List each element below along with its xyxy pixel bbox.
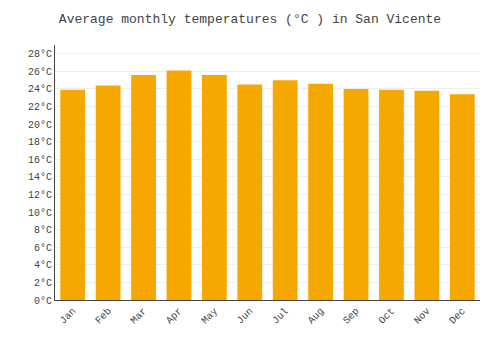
svg-text:2°C: 2°C	[34, 278, 52, 289]
svg-text:6°C: 6°C	[34, 243, 52, 254]
svg-text:24°C: 24°C	[28, 84, 52, 95]
svg-text:Average monthly temperatures (: Average monthly temperatures (°C ) in Sa…	[59, 12, 441, 27]
svg-text:18°C: 18°C	[28, 137, 52, 148]
svg-text:Feb: Feb	[93, 306, 114, 327]
svg-text:8°C: 8°C	[34, 225, 52, 236]
svg-text:Apr: Apr	[164, 306, 185, 327]
svg-text:Oct: Oct	[377, 306, 398, 327]
svg-text:12°C: 12°C	[28, 190, 52, 201]
svg-text:14°C: 14°C	[28, 172, 52, 183]
svg-text:28°C: 28°C	[28, 49, 52, 60]
svg-text:0°C: 0°C	[34, 296, 52, 307]
svg-text:22°C: 22°C	[28, 102, 52, 113]
svg-text:Nov: Nov	[412, 306, 433, 327]
svg-text:May: May	[200, 306, 221, 327]
svg-text:Dec: Dec	[447, 306, 468, 327]
svg-text:16°C: 16°C	[28, 155, 52, 166]
svg-text:26°C: 26°C	[28, 67, 52, 78]
svg-text:Mar: Mar	[129, 306, 150, 327]
svg-text:20°C: 20°C	[28, 120, 52, 131]
svg-text:10°C: 10°C	[28, 208, 52, 219]
svg-text:Jan: Jan	[58, 306, 79, 327]
svg-text:Sep: Sep	[341, 306, 362, 327]
svg-text:Jul: Jul	[270, 306, 291, 327]
svg-text:Jun: Jun	[235, 306, 256, 327]
svg-text:Aug: Aug	[306, 306, 327, 327]
svg-text:4°C: 4°C	[34, 260, 52, 271]
